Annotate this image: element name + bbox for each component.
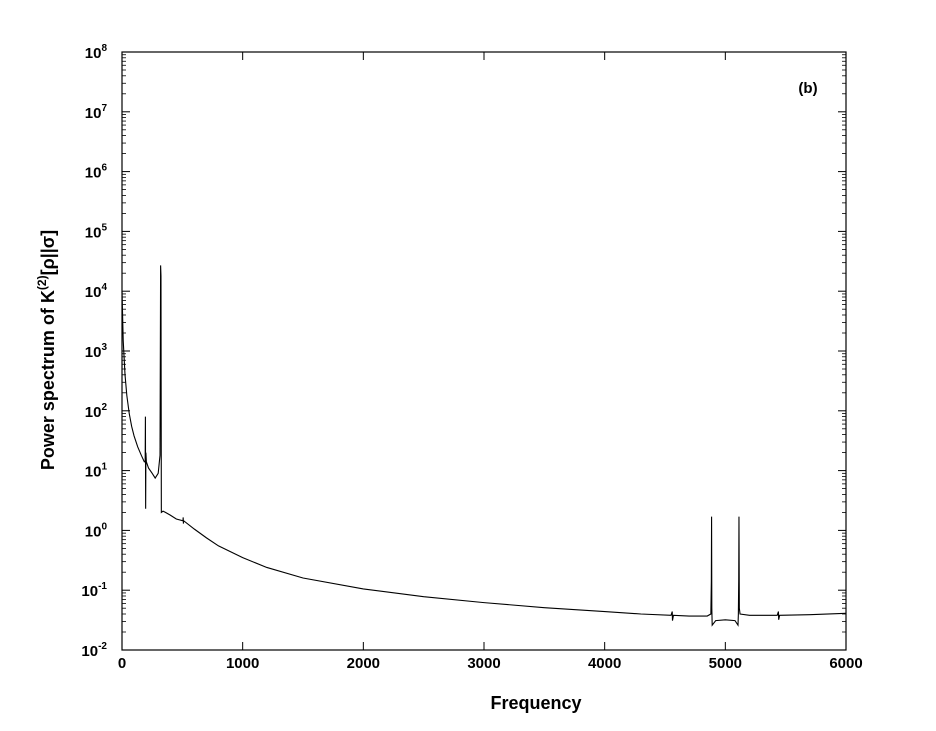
y-axis-title-base: Power spectrum of K [38,290,58,470]
y-tick-base: 10 [85,165,102,182]
y-tick-label: 10-1 [81,581,107,600]
y-axis-title: Power spectrum of K(2)[ρ||σ] [35,230,58,470]
x-tick-label: 4000 [588,655,621,672]
x-tick-labels: 0 1000 2000 3000 4000 5000 6000 [118,655,863,672]
x-tick-label: 0 [118,655,126,672]
y-tick-base: 10 [85,105,102,122]
y-tick-base: 10 [81,643,98,660]
y-tick-exponent: -1 [98,581,107,592]
y-tick-label: 107 [85,103,108,122]
x-axis-title: Frequency [490,693,581,713]
y-tick-exponent: 3 [101,342,107,353]
y-tick-exponent: 2 [101,402,107,413]
y-tick-exponent: -2 [98,641,107,652]
x-tick-label: 5000 [709,655,742,672]
y-tick-exponent: 6 [101,163,107,174]
y-tick-base: 10 [85,523,102,540]
x-tick-label: 1000 [226,655,259,672]
y-tick-label: 100 [85,521,108,540]
y-tick-exponent: 1 [101,462,107,473]
y-tick-base: 10 [85,404,102,421]
plot-frame [121,51,847,651]
y-tick-exponent: 5 [101,222,107,233]
y-tick-exponent: 8 [101,43,107,54]
y-tick-label: 105 [85,222,108,241]
y-tick-exponent: 7 [101,103,107,114]
x-tick-label: 3000 [467,655,500,672]
y-tick-label: 106 [85,163,108,182]
axis-ticks [121,51,847,651]
x-tick-label: 2000 [347,655,380,672]
y-tick-label: 108 [85,43,108,62]
x-tick-label: 6000 [829,655,862,672]
y-tick-label: 102 [85,402,108,421]
y-tick-base: 10 [81,583,98,600]
y-tick-exponent: 4 [101,282,107,293]
y-tick-base: 10 [85,344,102,361]
y-tick-base: 10 [85,464,102,481]
y-axis-title-rest: [ρ||σ] [38,230,58,276]
y-tick-label: 101 [85,462,108,481]
panel-label: (b) [798,80,817,97]
y-tick-label: 10-2 [81,641,107,660]
y-tick-base: 10 [85,224,102,241]
spectrum-line [121,265,847,627]
y-tick-label: 103 [85,342,108,361]
y-tick-base: 10 [85,45,102,62]
y-axis-title-sup: (2) [35,275,49,290]
y-tick-label: 104 [85,282,108,301]
y-tick-base: 10 [85,284,102,301]
y-tick-exponent: 0 [101,521,107,532]
